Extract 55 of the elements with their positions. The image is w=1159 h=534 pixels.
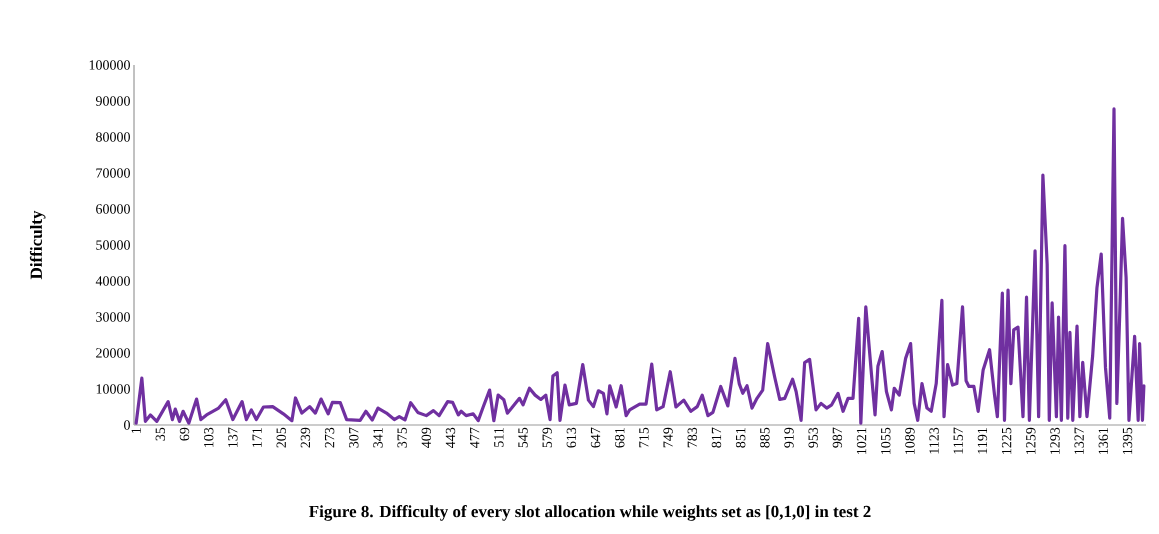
x-tick-label: 749 <box>663 427 673 448</box>
x-tick-label: 1395 <box>1122 427 1133 454</box>
x-tick-label: 477 <box>470 427 480 448</box>
y-tick-label: 40000 <box>95 276 130 286</box>
x-tick-label: 137 <box>228 427 238 447</box>
x-tick-label: 783 <box>687 427 698 448</box>
x-tick-label: 647 <box>590 427 601 448</box>
x-tick-label: 239 <box>300 427 311 448</box>
x-tick-label: 851 <box>735 428 746 448</box>
x-tick-label: 1259 <box>1026 427 1036 454</box>
x-tick-label: 205 <box>276 427 286 448</box>
x-tick-label: 919 <box>784 427 794 448</box>
x-tick-label: 35 <box>155 427 166 441</box>
x-tick-label: 1089 <box>905 427 915 454</box>
y-tick-label: 70000 <box>96 168 130 178</box>
x-tick-label: 1021 <box>856 428 867 454</box>
x-tick-label: 1361 <box>1098 428 1109 454</box>
x-tick-label: 1225 <box>1001 427 1012 454</box>
y-axis-title: Difficulty <box>29 210 46 280</box>
y-tick-label: 20000 <box>96 348 130 358</box>
x-tick-label: 1055 <box>880 427 891 454</box>
x-tick-label: 443 <box>445 427 456 448</box>
x-tick-label: 341 <box>373 428 383 448</box>
x-tick-label: 715 <box>639 427 649 448</box>
y-tick-label: 10000 <box>96 384 130 394</box>
x-tick-label: 817 <box>711 427 722 448</box>
x-tick-label: 1123 <box>929 427 939 454</box>
y-tick-label: 30000 <box>96 312 130 322</box>
x-tick-label: 545 <box>518 427 528 448</box>
x-tick-label: 69 <box>179 427 190 441</box>
x-tick-label: 171 <box>252 428 262 447</box>
x-tick-label: 1191 <box>977 428 988 454</box>
x-tick-label: 579 <box>542 427 552 448</box>
y-tick-label: 80000 <box>96 132 130 142</box>
y-tick-label: 100000 <box>89 60 130 70</box>
y-tick-label: 90000 <box>95 96 130 106</box>
text: Figure 8. Difficulty of every slot allocation while weights set as [0,1,0] in test 2 <box>309 505 871 521</box>
x-tick-label: 613 <box>566 427 577 448</box>
x-tick-label: 511 <box>494 428 504 447</box>
x-tick-label: 409 <box>421 427 432 448</box>
y-tick-label: 0 <box>124 420 130 430</box>
x-tick-label: 375 <box>397 427 407 448</box>
y-tick-label: 50000 <box>96 240 130 250</box>
y-tick-label: 60000 <box>96 204 130 214</box>
x-tick-label: 681 <box>615 428 625 448</box>
x-tick-label: 953 <box>808 427 818 448</box>
x-tick-label: 307 <box>349 427 359 448</box>
x-tick-label: 1327 <box>1074 427 1084 454</box>
x-tick-label: 103 <box>203 427 214 447</box>
x-tick-label: 1293 <box>1050 427 1060 454</box>
x-tick-label: 1 <box>131 428 141 433</box>
x-tick-label: 1157 <box>953 427 963 454</box>
x-tick-label: 885 <box>760 427 770 448</box>
x-tick-label: 987 <box>832 427 843 448</box>
x-tick-label: 273 <box>324 427 335 448</box>
